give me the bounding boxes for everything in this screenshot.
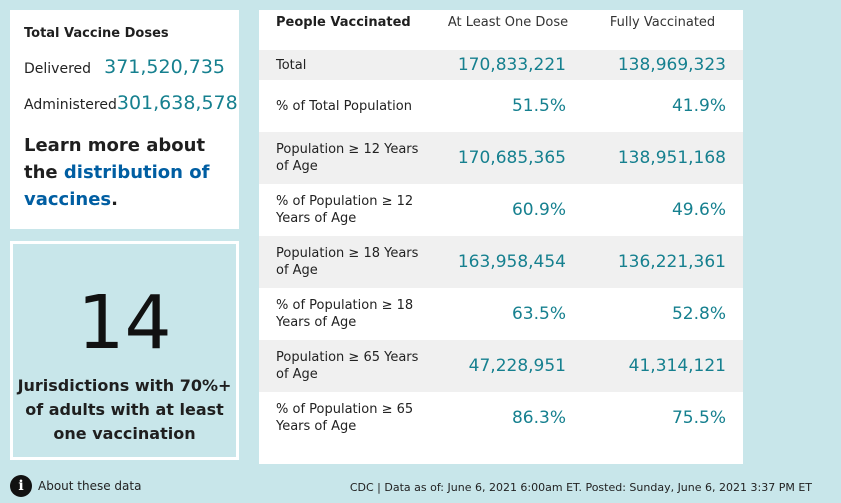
delivered-value: 371,520,735 xyxy=(104,56,225,78)
doses-title: Total Vaccine Doses xyxy=(24,26,169,41)
jurisdictions-count: 14 xyxy=(77,280,172,366)
table-row: % of Population ≥ 18 Years of Age 63.5% … xyxy=(259,288,743,340)
data-source-note: CDC | Data as of: June 6, 2021 6:00am ET… xyxy=(349,481,812,494)
row-label: Total xyxy=(276,57,307,73)
row-one-dose: 47,228,951 xyxy=(468,356,566,376)
row-one-dose: 60.9% xyxy=(511,200,566,220)
delivered-row: Delivered 371,520,735 xyxy=(24,56,225,78)
row-fully: 75.5% xyxy=(671,408,726,428)
table-row: Total 170,833,221 138,969,323 xyxy=(259,50,743,80)
distribution-link[interactable]: distribution of vaccines xyxy=(24,162,210,210)
header-people-vaccinated: People Vaccinated xyxy=(276,15,411,30)
administered-value: 301,638,578 xyxy=(116,92,238,114)
jurisdictions-panel: 14 Jurisdictions with 70%+ of adults wit… xyxy=(10,241,239,460)
total-doses-panel: Total Vaccine Doses Delivered 371,520,73… xyxy=(10,10,239,229)
jurisdictions-text: Jurisdictions with 70%+ of adults with a… xyxy=(17,376,232,443)
table-row: % of Total Population 51.5% 41.9% xyxy=(259,80,743,132)
header-fully-vaccinated: Fully Vaccinated xyxy=(609,15,716,30)
row-one-dose: 63.5% xyxy=(511,304,566,324)
row-label: % of Total Population xyxy=(276,98,412,114)
about-data-label[interactable]: About these data xyxy=(38,479,142,493)
row-label: % of Population ≥ 12 Years of Age xyxy=(276,194,414,226)
row-fully: 138,951,168 xyxy=(617,148,726,168)
row-label: % of Population ≥ 18 Years of Age xyxy=(276,298,414,330)
row-fully: 41,314,121 xyxy=(628,356,726,376)
table-header: People Vaccinated At Least One Dose Full… xyxy=(259,10,743,50)
row-fully: 138,969,323 xyxy=(617,55,726,75)
row-one-dose: 170,833,221 xyxy=(457,55,566,75)
row-fully: 41.9% xyxy=(671,96,726,116)
learn-more-text: Learn more about the distribution of vac… xyxy=(24,132,225,213)
row-one-dose: 51.5% xyxy=(511,96,566,116)
row-fully: 136,221,361 xyxy=(617,252,726,272)
header-at-least-one-dose: At Least One Dose xyxy=(447,15,569,30)
table-row: Population ≥ 65 Years of Age 47,228,951 … xyxy=(259,340,743,392)
row-label: Population ≥ 18 Years of Age xyxy=(276,246,419,278)
table-row: Population ≥ 18 Years of Age 163,958,454… xyxy=(259,236,743,288)
about-data-button[interactable]: i About these data xyxy=(10,475,141,497)
row-one-dose: 163,958,454 xyxy=(457,252,566,272)
row-one-dose: 86.3% xyxy=(511,408,566,428)
row-fully: 49.6% xyxy=(671,200,726,220)
row-label: Population ≥ 12 Years of Age xyxy=(276,142,419,174)
info-icon[interactable]: i xyxy=(10,475,32,497)
row-label: Population ≥ 65 Years of Age xyxy=(276,350,419,382)
table-row: Population ≥ 12 Years of Age 170,685,365… xyxy=(259,132,743,184)
administered-row: Administered 301,638,578 xyxy=(24,92,238,114)
table-row: % of Population ≥ 65 Years of Age 86.3% … xyxy=(259,392,743,444)
administered-label: Administered xyxy=(24,97,117,113)
row-one-dose: 170,685,365 xyxy=(457,148,566,168)
learn-prefix: Learn more about the xyxy=(24,135,206,183)
row-label: % of Population ≥ 65 Years of Age xyxy=(276,402,414,434)
row-fully: 52.8% xyxy=(671,304,726,324)
learn-suffix: . xyxy=(111,189,118,210)
delivered-label: Delivered xyxy=(24,61,92,77)
people-vaccinated-table: People Vaccinated At Least One Dose Full… xyxy=(259,10,743,464)
table-row: % of Population ≥ 12 Years of Age 60.9% … xyxy=(259,184,743,236)
